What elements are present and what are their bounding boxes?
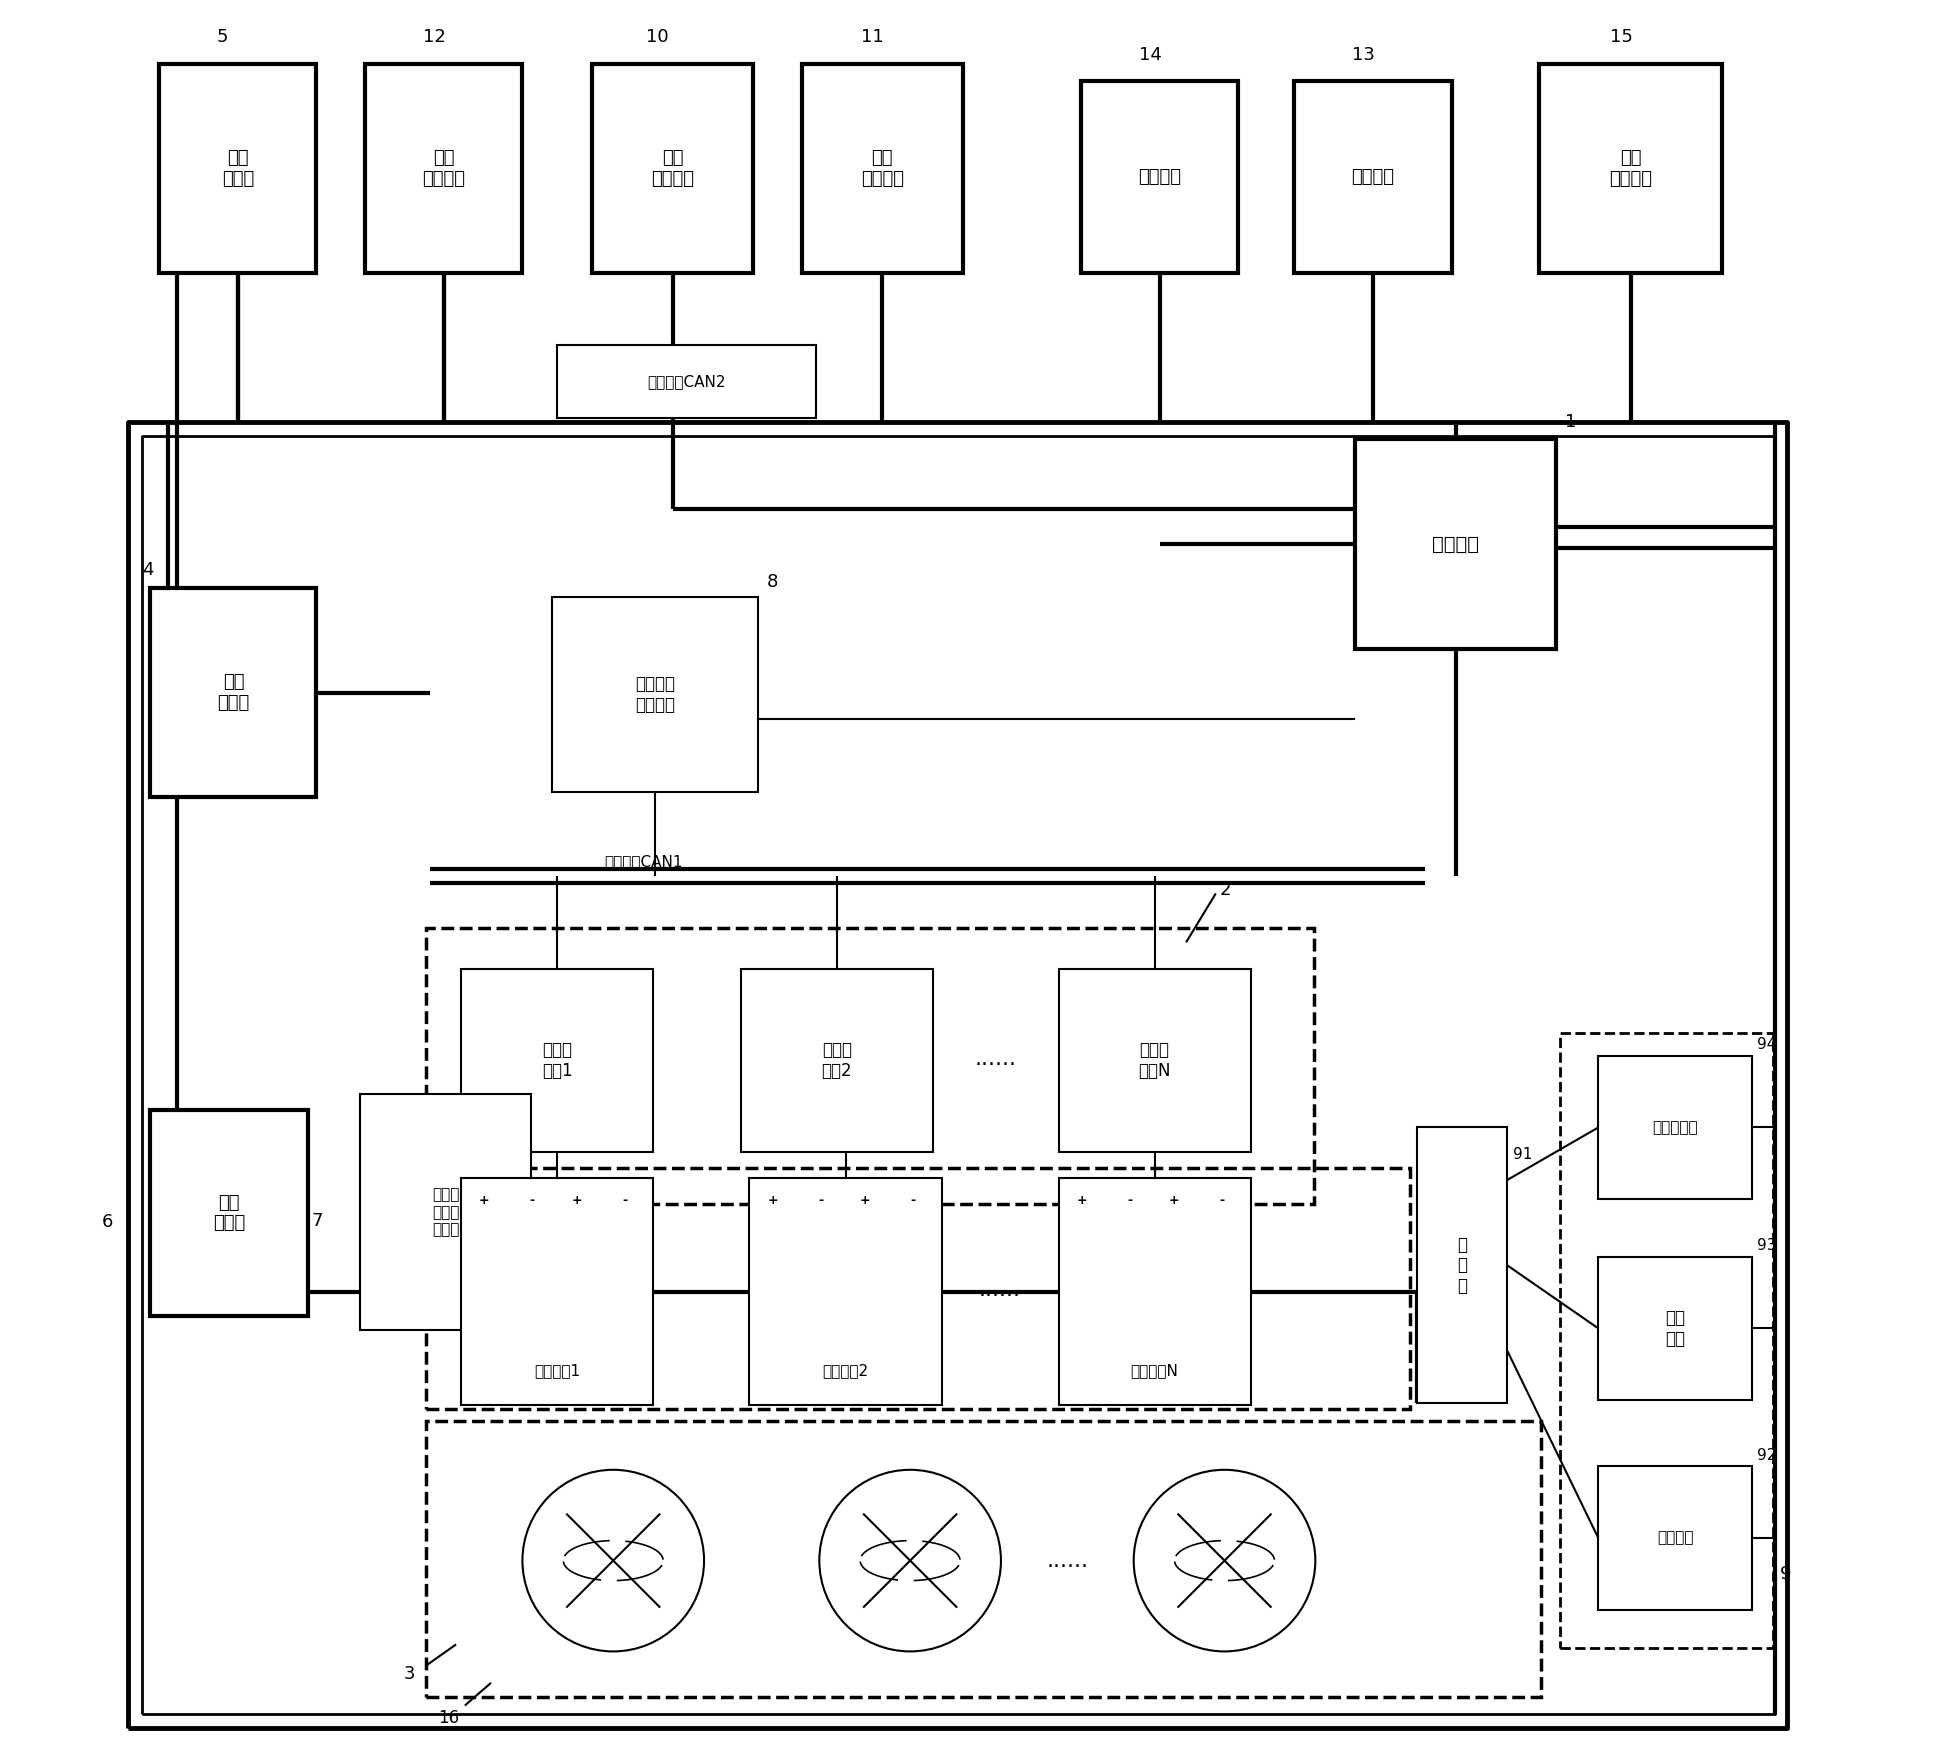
- Text: 通讯总线CAN1: 通讯总线CAN1: [604, 855, 682, 869]
- Bar: [151, 589, 316, 797]
- Text: 3: 3: [404, 1664, 416, 1684]
- Text: 7: 7: [312, 1212, 323, 1230]
- Text: 放电
开关: 放电 开关: [1666, 1309, 1686, 1347]
- Text: 车载液晶
显示模块: 车载液晶 显示模块: [635, 675, 674, 713]
- Text: 通讯总线CAN2: 通讯总线CAN2: [647, 375, 725, 389]
- Text: 电流和
电量检
测模块: 电流和 电量检 测模块: [431, 1188, 459, 1237]
- Bar: [553, 597, 759, 792]
- Text: 车载
充电机: 车载 充电机: [214, 1193, 245, 1232]
- Text: 子测控
模块2: 子测控 模块2: [821, 1041, 853, 1079]
- Text: 91: 91: [1513, 1148, 1533, 1162]
- Text: +: +: [1168, 1195, 1180, 1207]
- Text: 充电开关: 充电开关: [1656, 1531, 1693, 1545]
- Text: 11: 11: [860, 28, 884, 47]
- Bar: [1597, 1256, 1752, 1400]
- Text: 93: 93: [1758, 1239, 1776, 1253]
- Text: 测试
显示模块: 测试 显示模块: [421, 149, 465, 187]
- Bar: [427, 1167, 1409, 1409]
- Bar: [159, 63, 316, 273]
- Bar: [427, 929, 1313, 1204]
- Bar: [802, 63, 962, 273]
- Text: 12: 12: [423, 28, 445, 47]
- Bar: [557, 345, 815, 419]
- Text: -: -: [621, 1195, 627, 1207]
- Bar: [1417, 1128, 1507, 1403]
- Text: 子电池组N: 子电池组N: [1131, 1363, 1178, 1379]
- Bar: [361, 1095, 531, 1330]
- Bar: [749, 1177, 941, 1405]
- Text: 存储模块: 存储模块: [1352, 168, 1394, 186]
- Text: +: +: [570, 1195, 582, 1207]
- Bar: [1082, 81, 1239, 273]
- Bar: [1058, 969, 1250, 1151]
- Bar: [1597, 1056, 1752, 1198]
- Text: 9: 9: [1780, 1565, 1791, 1584]
- Bar: [592, 63, 753, 273]
- Text: -: -: [529, 1195, 535, 1207]
- Text: +: +: [1076, 1195, 1088, 1207]
- Text: 时钟模块: 时钟模块: [1139, 168, 1182, 186]
- Text: +: +: [478, 1195, 490, 1207]
- Text: 1: 1: [1564, 413, 1576, 431]
- Bar: [1539, 63, 1723, 273]
- Text: 16: 16: [439, 1708, 461, 1726]
- Text: ......: ......: [1047, 1551, 1088, 1570]
- Text: -: -: [817, 1195, 823, 1207]
- Text: 子电池组1: 子电池组1: [535, 1363, 580, 1379]
- Bar: [1294, 81, 1452, 273]
- Text: 8: 8: [766, 573, 778, 592]
- Text: 温度
管理模块: 温度 管理模块: [1609, 149, 1652, 187]
- Text: 2: 2: [1219, 881, 1231, 899]
- Text: 子测控
模块1: 子测控 模块1: [543, 1041, 572, 1079]
- Text: 10: 10: [647, 28, 668, 47]
- Text: 快速
充电系统: 快速 充电系统: [651, 149, 694, 187]
- Text: 15: 15: [1609, 28, 1633, 47]
- Text: 14: 14: [1139, 46, 1162, 63]
- Bar: [1058, 1177, 1250, 1405]
- Bar: [1560, 1034, 1774, 1649]
- Text: -: -: [1219, 1195, 1225, 1207]
- Text: 13: 13: [1352, 46, 1374, 63]
- Text: 汽车
总控制器: 汽车 总控制器: [860, 149, 904, 187]
- Text: 直流
电动机: 直流 电动机: [221, 149, 255, 187]
- Bar: [461, 1177, 653, 1405]
- Bar: [741, 969, 933, 1151]
- Bar: [1356, 440, 1556, 648]
- Text: ......: ......: [980, 1281, 1021, 1300]
- Text: 电机
控制器: 电机 控制器: [218, 673, 249, 711]
- Bar: [427, 1421, 1541, 1698]
- Text: +: +: [858, 1195, 870, 1207]
- Text: 94: 94: [1758, 1037, 1776, 1053]
- Text: -: -: [909, 1195, 915, 1207]
- Text: -: -: [1127, 1195, 1133, 1207]
- Text: 预放电开关: 预放电开关: [1652, 1120, 1697, 1135]
- Text: 4: 4: [141, 561, 153, 580]
- Bar: [1597, 1466, 1752, 1610]
- Text: 5: 5: [218, 28, 227, 47]
- Text: 6: 6: [102, 1212, 114, 1230]
- Text: ......: ......: [974, 1049, 1017, 1069]
- Text: 92: 92: [1758, 1447, 1776, 1463]
- Text: +: +: [766, 1195, 778, 1207]
- Bar: [151, 1111, 308, 1316]
- Bar: [365, 63, 523, 273]
- Text: 子测控
模块N: 子测控 模块N: [1139, 1041, 1170, 1079]
- Text: 总
开
关: 总 开 关: [1456, 1235, 1466, 1295]
- Text: 子电池组2: 子电池组2: [823, 1363, 868, 1379]
- Bar: [461, 969, 653, 1151]
- Text: 中控模块: 中控模块: [1433, 534, 1480, 554]
